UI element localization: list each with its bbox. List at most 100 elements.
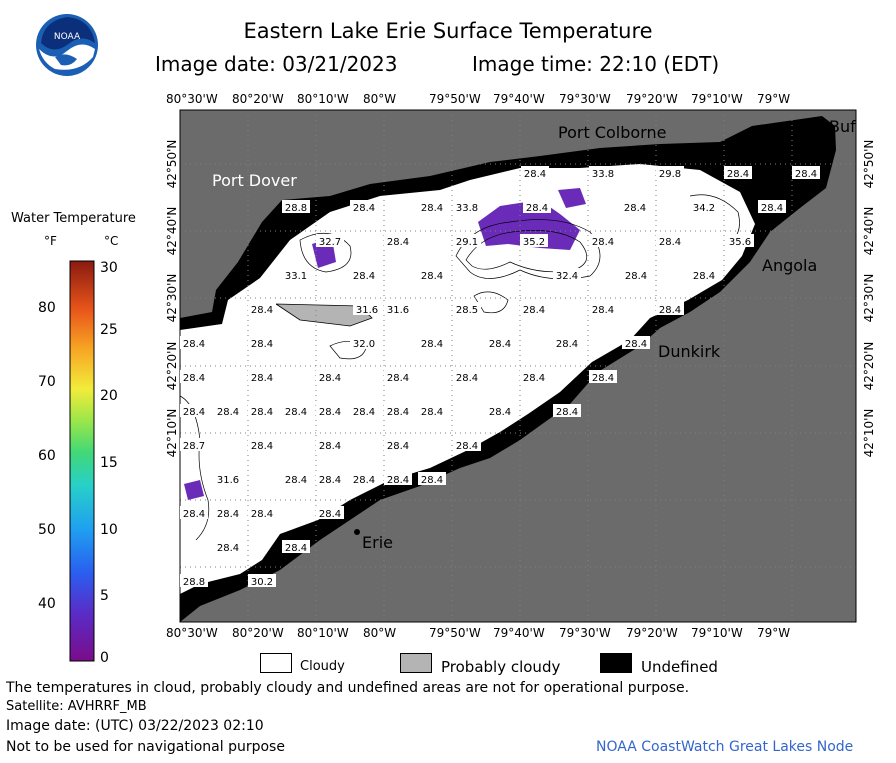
temperature-label: 28.4 [384,370,412,384]
map-title: Eastern Lake Erie Surface Temperature [243,19,653,43]
temperature-label: 28.4 [282,540,310,554]
temperature-label: 28.4 [520,370,548,384]
temperature-value: 28.4 [659,237,681,248]
longitude-tick: 79°50'W [429,92,481,106]
temperature-label: 28.8 [180,574,208,588]
temperature-value: 28.4 [285,543,307,554]
temperature-value: 28.8 [285,203,307,214]
legend-undefined-label: Undefined [641,658,718,676]
temperature-label: 28.4 [248,336,276,350]
temperature-value: 28.4 [659,305,681,316]
temperature-label: 33.8 [453,200,481,214]
longitude-tick: 79°50'W [429,626,481,640]
temperature-value: 28.4 [421,203,443,214]
temperature-label: 28.4 [316,438,344,452]
temperature-label: 28.4 [214,404,242,418]
temperature-label: 28.4 [520,302,548,316]
temperature-label: 28.4 [350,472,378,486]
temperature-value: 28.4 [421,271,443,282]
temperature-label: 28.4 [418,404,446,418]
temperature-label: 28.4 [418,472,446,486]
legend-probably-cloudy-swatch [400,653,432,673]
temperature-label: 28.4 [621,200,649,214]
temperature-value: 28.4 [795,169,817,180]
temperature-value: 28.4 [592,305,614,316]
longitude-tick: 79°40'W [493,92,545,106]
temperature-colorbar [69,260,95,662]
temperature-value: 28.4 [183,373,205,384]
temperature-value: 28.4 [624,203,646,214]
latitude-tick: 42°20'N [862,341,876,391]
temperature-value: 28.4 [285,407,307,418]
longitude-tick: 79°20'W [626,626,678,640]
temperature-value: 29.8 [659,169,681,180]
temperature-label: 32.7 [316,234,344,248]
latitude-tick: 42°40'N [165,206,179,256]
temperature-label: 28.4 [486,336,514,350]
temperature-label: 29.1 [453,234,481,248]
temperature-label: 28.4 [589,370,617,384]
probably-cloudy-patch [274,303,373,327]
temperature-label: 28.4 [180,404,208,418]
longitude-tick: 80°30'W [166,92,218,106]
longitude-tick: 80°20'W [232,626,284,640]
temperature-label: 28.4 [418,200,446,214]
temperature-value: 28.8 [183,577,205,588]
temperature-label: 28.8 [282,200,310,214]
longitude-tick: 79°10'W [691,626,743,640]
image-date: Image date: 03/21/2023 [155,52,398,76]
temperature-value: 28.4 [387,237,409,248]
temperature-value: 28.4 [251,373,273,384]
temperature-value: 28.4 [251,441,273,452]
temperature-label: 28.4 [792,166,820,180]
temperature-label: 34.2 [690,200,718,214]
temperature-label: 28.4 [248,404,276,418]
temperature-label: 28.4 [214,540,242,554]
colorbar-f-tick: 60 [38,448,56,464]
temperature-value: 28.4 [319,509,341,520]
cold-water-patch [558,188,586,208]
temperature-label: 28.4 [724,166,752,180]
temperature-label: 28.4 [486,404,514,418]
colorbar-title: Water Temperature [11,211,136,226]
longitude-tick: 79°W [757,626,791,640]
longitude-tick: 79°30'W [559,92,611,106]
city-marker [753,239,759,245]
temperature-label: 31.6 [384,302,412,316]
temperature-value: 28.4 [183,339,205,350]
temperature-label: 28.4 [214,506,242,520]
temperature-value: 28.4 [217,543,239,554]
latitude-tick: 42°20'N [165,341,179,391]
longitude-tick: 80°10'W [297,92,349,106]
temperature-label: 33.1 [282,268,310,282]
temperature-value: 28.4 [421,339,443,350]
temperature-label: 35.6 [726,234,754,248]
colorbar-c-tick: 0 [100,650,109,666]
temperature-value: 28.4 [387,373,409,384]
longitude-tick: 79°10'W [691,92,743,106]
temperature-label: 28.4 [282,404,310,418]
legend-cloudy-swatch [260,653,292,673]
temperature-value: 28.4 [387,441,409,452]
temperature-value: 28.4 [319,441,341,452]
temperature-value: 28.4 [319,373,341,384]
temperature-value: 28.4 [592,373,614,384]
colorbar-f-tick: 70 [38,374,56,390]
temperature-value: 28.4 [625,339,647,350]
place-dunkirk: Dunkirk [658,342,721,361]
longitude-tick: 80°W [363,626,397,640]
longitude-tick: 79°40'W [493,626,545,640]
longitude-tick: 80°W [363,92,397,106]
temperature-value: 28.4 [489,407,511,418]
latitude-tick: 42°50'N [165,139,179,189]
temperature-value: 28.4 [456,441,478,452]
temperature-value: 28.4 [693,271,715,282]
temperature-value: 28.4 [353,407,375,418]
temperature-value: 35.6 [729,237,751,248]
temperature-label: 32.4 [553,268,581,282]
temperature-value: 32.4 [556,271,578,282]
temperature-value: 28.4 [526,203,548,214]
temperature-value: 34.2 [693,203,715,214]
graticule [180,110,856,622]
place-port-colborne: Port Colborne [558,123,667,142]
